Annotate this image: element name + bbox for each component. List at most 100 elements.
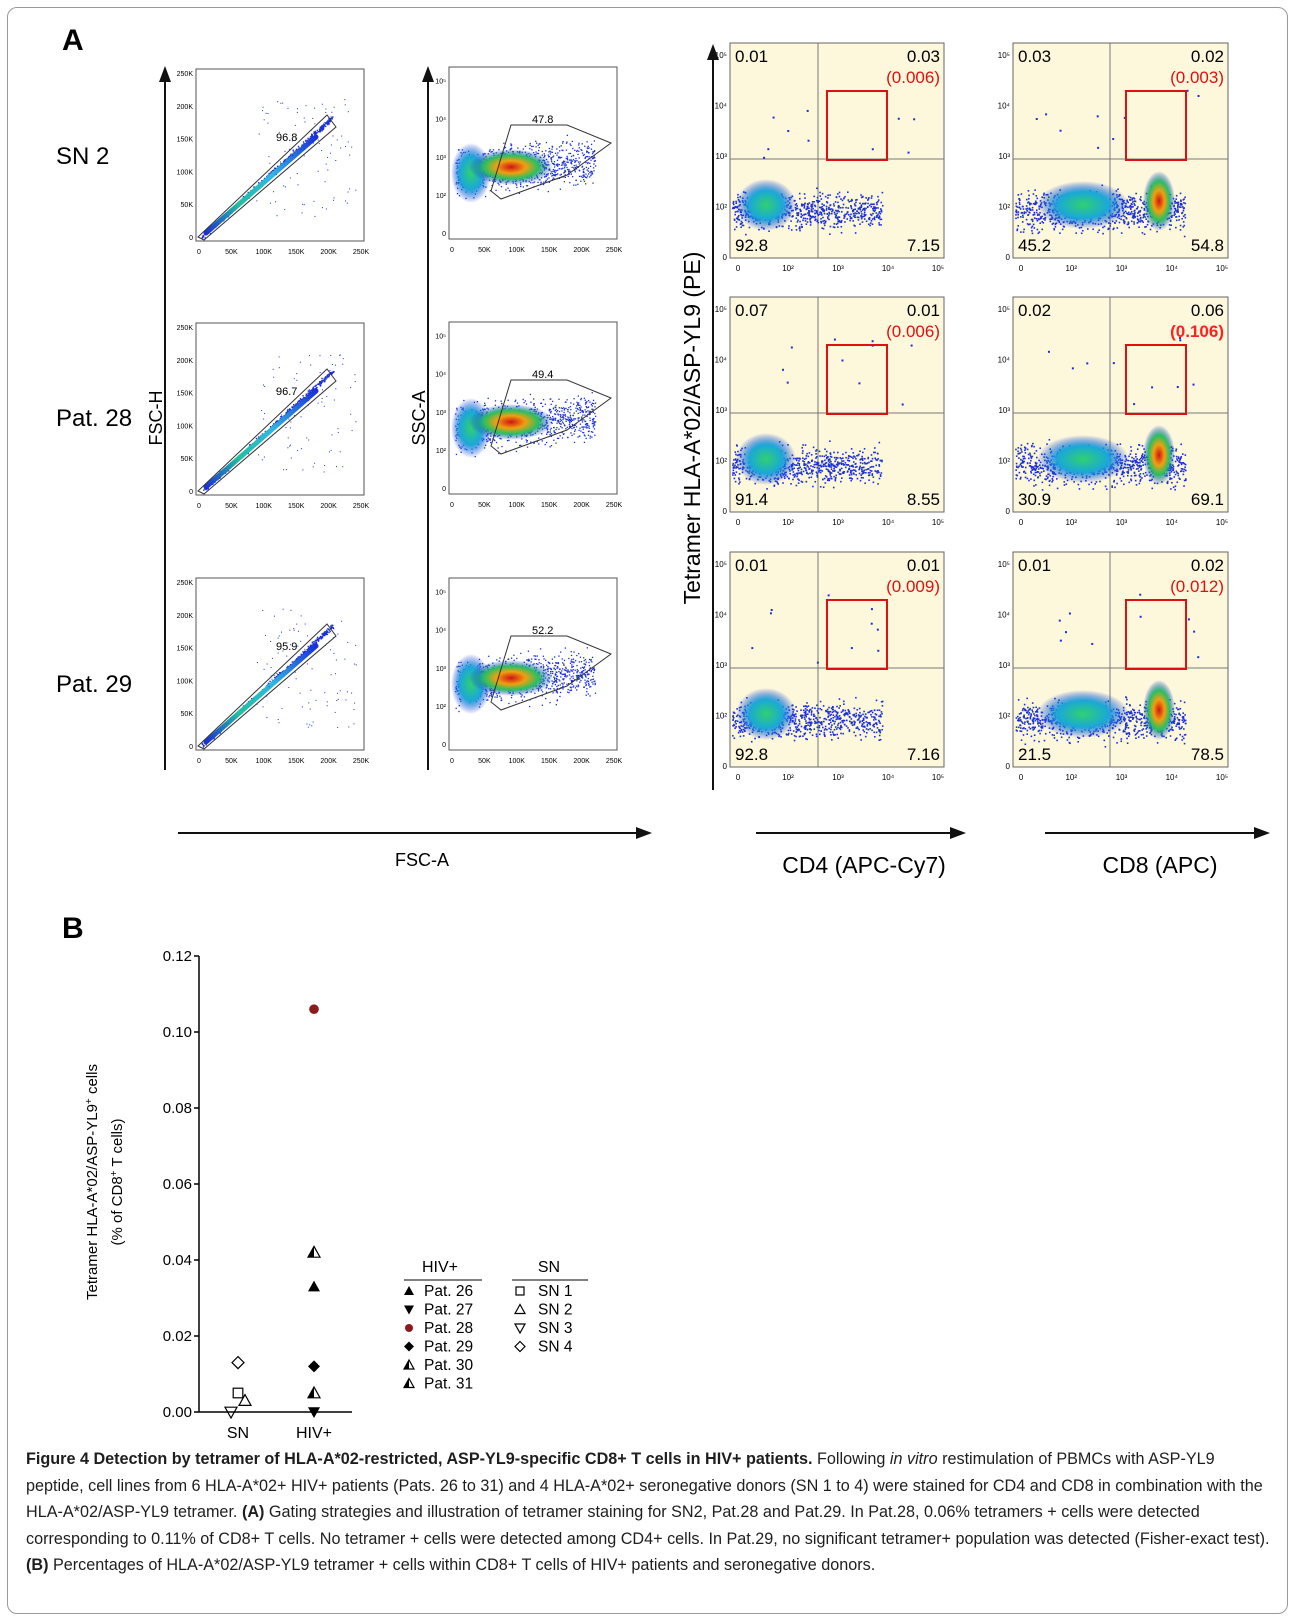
chart-b-y-tick: 0.10 — [163, 1024, 192, 1041]
quadrant-ul: 0.03 — [1018, 47, 1051, 66]
fsc-y-tick: 100K — [177, 169, 194, 176]
ssc-gate-percent: 52.2 — [532, 625, 553, 637]
quadrant-lr: 8.55 — [907, 490, 940, 509]
gate-percent: (0.003) — [1170, 68, 1224, 87]
fsc-x-tick: 200K — [320, 503, 337, 510]
quadrant-ur: 0.06 — [1191, 301, 1224, 320]
chart-b-point-sn-2 — [237, 1393, 253, 1407]
ssc-y-tick: 10³ — [436, 666, 447, 673]
ssc-y-tick: 0 — [442, 486, 446, 493]
fsc-x-tick: 50K — [225, 758, 238, 765]
chart-b-y-tick: 0.08 — [163, 1100, 192, 1117]
tetramer-gate — [1125, 344, 1187, 415]
figure-frame — [7, 7, 1288, 1614]
quadrant-ul: 0.01 — [1018, 556, 1051, 575]
tetramer-y-tick: 10³ — [715, 406, 727, 415]
fsc-x-tick: 250K — [353, 249, 370, 256]
fsc-ssc-axes — [159, 66, 652, 839]
chart-b-y-tick: 0.12 — [163, 948, 192, 965]
chart-b-point-pat-31-half — [308, 1246, 314, 1258]
tetramer-y-tick: 10⁴ — [998, 356, 1011, 365]
ssc-density-main — [469, 404, 553, 440]
fsc-y-tick: 100K — [177, 678, 194, 685]
tetramer-y-tick: 10⁵ — [998, 51, 1010, 60]
ssc-a-label: SSC-A — [409, 390, 429, 445]
quadrant-ll: 92.8 — [735, 236, 768, 255]
chart-b-point-sn-3 — [223, 1406, 239, 1420]
chart-b-x-tick: HIV+ — [296, 1425, 332, 1440]
ssc-x-tick: 50K — [478, 502, 491, 509]
caption-text-4: Percentages of HLA-A*02/ASP-YL9 tetramer… — [48, 1556, 876, 1574]
fsc-y-tick: 200K — [177, 104, 194, 111]
tetramer-x-tick: 10³ — [1116, 264, 1128, 273]
ssc-density-main — [469, 149, 553, 185]
gate-percent: (0.006) — [886, 322, 940, 341]
tetramer-y-tick: 10⁵ — [715, 560, 727, 569]
fsc-x-tick: 100K — [256, 503, 273, 510]
chart-b: 0.00 0.02 0.04 0.06 0.08 0.10 0.12 SN HIV+ — [163, 948, 352, 1440]
legend-label: Pat. 26 — [424, 1283, 473, 1300]
legend-marker — [404, 1286, 414, 1295]
tetramer-y-tick: 10² — [715, 712, 727, 721]
tetramer-x-tick: 10² — [782, 264, 794, 273]
quadrant-ul: 0.07 — [735, 301, 768, 320]
tetramer-x-tick: 10⁵ — [932, 264, 944, 273]
ssc-density-main — [469, 660, 553, 696]
chart-b-point-pat-30-half — [308, 1387, 314, 1398]
fsc-y-tick: 0 — [189, 744, 193, 751]
ssc-y-tick: 10² — [436, 448, 447, 455]
tetramer-gate — [826, 344, 888, 415]
chart-b-point-sn-1 — [232, 1387, 244, 1399]
ssc-x-tick: 50K — [478, 247, 491, 254]
fsc-y-tick: 250K — [177, 580, 194, 587]
fsc-y-tick: 150K — [177, 646, 194, 653]
chart-b-point-pat-29 — [308, 1360, 320, 1373]
tetramer-plot-frame — [1012, 42, 1229, 259]
caption-a-label: (A) — [241, 1503, 265, 1521]
quadrant-ur: 0.03 — [907, 47, 940, 66]
ssc-plot-3: 52.2 0 50K 100K 150K 200K 250K 0 10² 10³ 10⁴ 10⁵ — [435, 577, 623, 765]
chart-b-x-tick: SN — [227, 1425, 249, 1440]
tetramer-cd8-plot-1: 0.03 0.02 (0.003) 45.2 54.8 10⁵ 10⁴ 10³ 10² 00 10²… — [998, 42, 1229, 273]
quadrant-ll: 91.4 — [735, 490, 768, 509]
cd8-density-right — [1143, 171, 1175, 231]
tetramer-y-tick: 10³ — [998, 661, 1010, 670]
fsc-gate-percent: 95.9 — [276, 641, 297, 653]
tetramer-x-tick: 0 — [1019, 773, 1024, 782]
row-label-pat29: Pat. 29 — [56, 671, 132, 698]
caption-text-1: Following — [812, 1450, 890, 1468]
tetramer-y-tick: 10³ — [715, 152, 727, 161]
quadrant-ll: 21.5 — [1018, 745, 1051, 764]
gate-percent: (0.009) — [886, 577, 940, 596]
fsc-plot-1: 96.8 00 50K 50K 100K 100K 150K 150K 200K 200K 250K… — [177, 68, 370, 256]
ssc-y-tick: 10² — [436, 193, 447, 200]
tetramer-x-tick: 0 — [736, 773, 741, 782]
cd4-density — [736, 433, 796, 485]
chart-b-ylabel-1: Tetramer HLA-A*02/ASP-YL9+ cells — [84, 1064, 102, 1300]
fsc-x-tick: 100K — [256, 758, 273, 765]
tetramer-x-tick: 10² — [1065, 518, 1077, 527]
figure-caption: Figure 4 Detection by tetramer of HLA-A*… — [26, 1446, 1276, 1579]
tetramer-x-tick: 10⁵ — [1216, 518, 1228, 527]
caption-title: Figure 4 Detection by tetramer of HLA-A*… — [26, 1450, 813, 1468]
fsc-a-label: FSC-A — [395, 850, 449, 870]
tetramer-cd8-plot-2: 0.02 0.06 (0.106) 30.9 69.1 10⁵ 10⁴ 10³ 10² 00 10²… — [998, 296, 1229, 527]
ssc-y-tick: 0 — [442, 742, 446, 749]
fsc-y-tick: 250K — [177, 325, 194, 332]
fsc-h-label: FSC-H — [146, 391, 166, 446]
tetramer-y-tick: 10⁴ — [998, 611, 1011, 620]
legend-label: SN 1 — [538, 1283, 572, 1300]
tetramer-y-tick: 10⁴ — [715, 102, 728, 111]
ssc-x-tick: 250K — [606, 758, 623, 765]
fsc-y-tick: 0 — [189, 235, 193, 242]
fsc-x-tick: 250K — [353, 758, 370, 765]
ssc-x-tick: 0 — [450, 502, 454, 509]
fsc-x-tick: 0 — [197, 758, 201, 765]
fsc-y-tick: 150K — [177, 391, 194, 398]
fsc-y-tick: 150K — [177, 137, 194, 144]
ssc-x-tick: 0 — [450, 247, 454, 254]
tetramer-x-tick: 10³ — [1116, 773, 1128, 782]
quadrant-ll: 30.9 — [1018, 490, 1051, 509]
